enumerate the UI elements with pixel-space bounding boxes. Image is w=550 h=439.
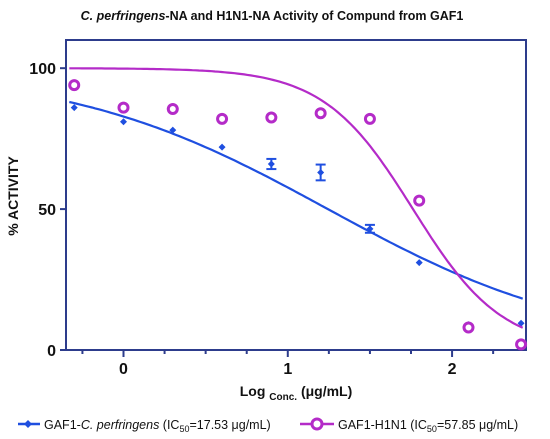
legend-item-2: GAF1-H1N1 (IC50=57.85 μg/mL): [300, 417, 518, 434]
data-point-circle: [166, 103, 179, 116]
y-tick-label: 100: [29, 61, 56, 78]
data-point-diamond: [517, 319, 525, 327]
series-layer: [68, 67, 528, 351]
data-point-circle: [413, 194, 426, 207]
x-axis-label: Log Conc. (μg/mL): [240, 383, 353, 403]
data-point-circle: [265, 111, 278, 124]
x-label-sub: Conc.: [269, 392, 297, 403]
title-rest: -NA and H1N1-NA Activity of Compund from…: [165, 9, 463, 23]
data-point-circle: [216, 112, 229, 125]
data-point-circle: [68, 79, 81, 92]
legend-1-ic-sub: 50: [179, 424, 189, 434]
legend-item-1: GAF1-C. perfringens (IC50=17.53 μg/mL): [18, 418, 271, 434]
data-point-circle: [363, 112, 376, 125]
y-axis: 0 50 100: [29, 61, 66, 360]
data-point-diamond: [267, 160, 275, 168]
y-axis-label: % ACTIVITY: [5, 156, 21, 236]
x-label-main: Log: [240, 383, 266, 399]
data-point-circle: [462, 321, 475, 334]
legend-label-1: GAF1-C. perfringens (IC50=17.53 μg/mL): [44, 418, 271, 434]
data-point-circle: [314, 107, 327, 120]
legend-diamond-icon: [24, 420, 32, 428]
data-point-diamond: [70, 104, 78, 112]
legend-1-ic-open: (IC: [159, 418, 179, 432]
x-tick-label: 0: [119, 361, 128, 378]
x-label-unit: (μg/mL): [301, 383, 352, 399]
data-point-circle: [117, 101, 130, 114]
data-point-circle: [515, 338, 528, 351]
x-tick-label: 1: [283, 361, 292, 378]
legend-2-ic-open: (IC: [407, 418, 427, 432]
legend-circle-icon: [310, 417, 324, 431]
legend-1-prefix: GAF1-: [44, 418, 81, 432]
title-italic: C. perfringens: [81, 9, 166, 23]
data-point-diamond: [415, 259, 423, 267]
y-tick-label: 50: [38, 202, 56, 219]
legend-1-italic: C. perfringens: [81, 418, 160, 432]
data-point-diamond: [169, 126, 177, 134]
legend-label-2: GAF1-H1N1 (IC50=57.85 μg/mL): [338, 418, 518, 434]
legend-2-ic-sub: 50: [427, 424, 437, 434]
legend-1-ic-close: =17.53 μg/mL): [189, 418, 270, 432]
chart-title: C. perfringens-NA and H1N1-NA Activity o…: [81, 9, 464, 23]
fit-curve-1: [69, 100, 524, 300]
fit-curve-2: [69, 67, 524, 329]
plot-frame: [65, 39, 527, 351]
legend-2-prefix: GAF1-H1N1: [338, 418, 407, 432]
x-axis: 0 1 2: [81, 350, 495, 378]
data-point-diamond: [218, 143, 226, 151]
data-point-diamond: [366, 225, 374, 233]
data-point-diamond: [317, 168, 325, 176]
data-point-diamond: [120, 118, 127, 126]
legend-2-ic-close: =57.85 μg/mL): [437, 418, 518, 432]
x-tick-label: 2: [448, 361, 457, 378]
series-2: [68, 67, 528, 351]
legend: GAF1-C. perfringens (IC50=17.53 μg/mL) G…: [18, 417, 518, 434]
y-tick-label: 0: [47, 343, 56, 360]
series-1: [69, 100, 525, 329]
